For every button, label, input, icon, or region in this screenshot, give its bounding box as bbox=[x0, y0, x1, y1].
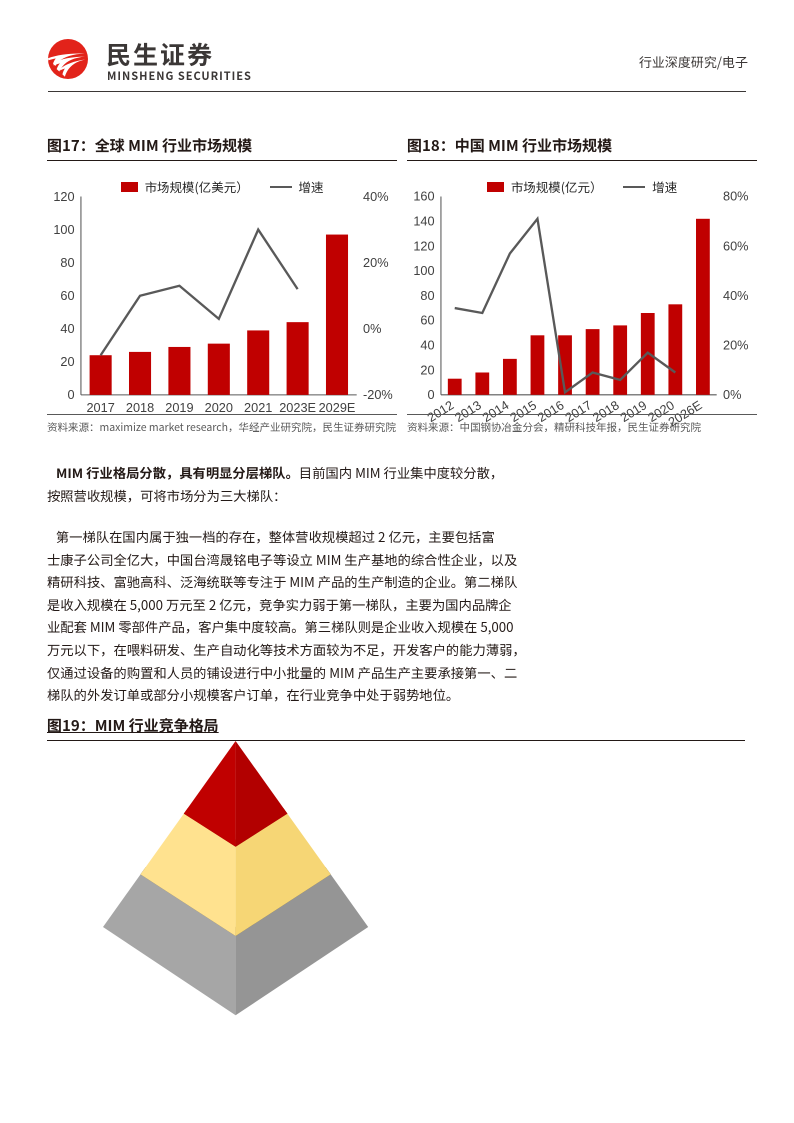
svg-text:80: 80 bbox=[60, 255, 74, 270]
svg-text:2020: 2020 bbox=[205, 400, 233, 415]
svg-text:20%: 20% bbox=[723, 337, 748, 352]
svg-text:80%: 80% bbox=[723, 189, 748, 204]
svg-text:2021: 2021 bbox=[244, 400, 272, 415]
svg-text:40%: 40% bbox=[723, 288, 748, 303]
svg-text:20: 20 bbox=[60, 354, 74, 369]
svg-text:20: 20 bbox=[420, 362, 434, 377]
svg-text:40%: 40% bbox=[363, 189, 388, 204]
svg-text:0%: 0% bbox=[363, 321, 381, 336]
svg-text:-20%: -20% bbox=[363, 387, 393, 402]
svg-text:0%: 0% bbox=[723, 387, 741, 402]
svg-text:160: 160 bbox=[413, 189, 434, 204]
svg-text:2017: 2017 bbox=[86, 400, 114, 415]
svg-text:0: 0 bbox=[67, 387, 74, 402]
svg-text:2029E: 2029E bbox=[319, 400, 356, 415]
svg-text:60: 60 bbox=[420, 313, 434, 328]
svg-text:0: 0 bbox=[428, 387, 435, 402]
svg-text:80: 80 bbox=[420, 288, 434, 303]
svg-text:40: 40 bbox=[60, 321, 74, 336]
svg-text:2018: 2018 bbox=[126, 400, 154, 415]
svg-text:40: 40 bbox=[420, 337, 434, 352]
svg-text:2023E: 2023E bbox=[279, 400, 316, 415]
svg-text:120: 120 bbox=[413, 238, 434, 253]
svg-text:120: 120 bbox=[53, 189, 74, 204]
svg-text:60: 60 bbox=[60, 288, 74, 303]
svg-text:60%: 60% bbox=[723, 238, 748, 253]
svg-text:20%: 20% bbox=[363, 255, 388, 270]
svg-text:100: 100 bbox=[53, 222, 74, 237]
svg-text:2019: 2019 bbox=[165, 400, 193, 415]
svg-text:100: 100 bbox=[413, 263, 434, 278]
svg-text:140: 140 bbox=[413, 214, 434, 229]
